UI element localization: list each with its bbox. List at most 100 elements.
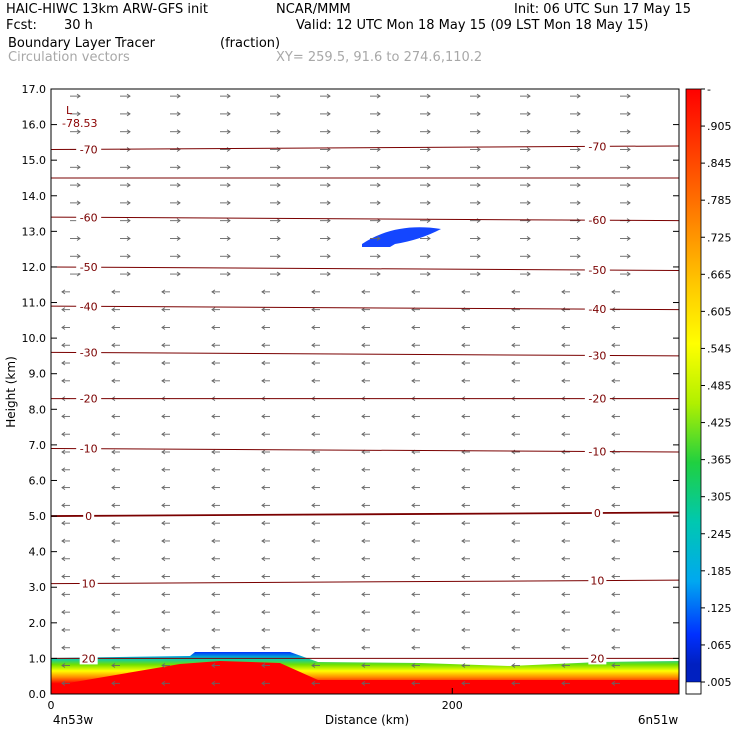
vector-head bbox=[111, 307, 116, 313]
contour-label: -10 bbox=[80, 443, 98, 456]
vector-head bbox=[461, 574, 466, 579]
y-tick-label: 6.0 bbox=[29, 474, 47, 487]
x-right-end-label: 6n51w bbox=[638, 713, 679, 727]
vector-head bbox=[526, 147, 531, 152]
vector-head bbox=[261, 503, 266, 508]
vector-head bbox=[61, 503, 66, 508]
vector-head bbox=[411, 342, 416, 348]
vector-head bbox=[561, 360, 566, 366]
vector-head bbox=[511, 325, 516, 330]
temperature-contour bbox=[51, 216, 679, 222]
vector-head bbox=[311, 609, 316, 615]
vector-head bbox=[511, 342, 516, 348]
vector-head bbox=[211, 307, 216, 313]
vector-head bbox=[461, 503, 466, 508]
vector-head bbox=[626, 253, 631, 259]
vector-head bbox=[311, 414, 316, 419]
vector-head bbox=[61, 325, 66, 330]
vector-head bbox=[626, 271, 631, 277]
contour-label-bg bbox=[584, 214, 610, 227]
vector-head bbox=[61, 467, 66, 473]
vector-head bbox=[561, 414, 566, 419]
x-tick-label: 200 bbox=[442, 699, 463, 712]
vector-head bbox=[311, 520, 316, 526]
vector-head bbox=[611, 520, 616, 526]
contour-label: -50 bbox=[80, 261, 98, 274]
vector-head bbox=[276, 93, 281, 99]
vector-head bbox=[361, 431, 366, 437]
vector-head bbox=[411, 503, 416, 508]
vector-head bbox=[111, 574, 116, 579]
vector-head bbox=[226, 111, 231, 117]
vector-head bbox=[126, 218, 131, 224]
vector-head bbox=[611, 627, 616, 633]
vector-head bbox=[611, 360, 616, 366]
vector-head bbox=[111, 325, 116, 330]
vector-head bbox=[111, 609, 116, 615]
vector-head bbox=[211, 378, 216, 384]
vector-head bbox=[311, 574, 316, 579]
x-tick-label: 0 bbox=[48, 699, 55, 712]
vector-head bbox=[211, 360, 216, 366]
vector-head bbox=[61, 627, 66, 633]
contour-label: -20 bbox=[80, 393, 98, 406]
vector-head bbox=[561, 307, 566, 313]
xy-range: XY= 259.5, 91.6 to 274.6,110.2 bbox=[276, 50, 483, 65]
vector-head bbox=[611, 663, 616, 668]
vector-head bbox=[461, 378, 466, 384]
vector-head bbox=[176, 129, 181, 135]
y-tick-label: 7.0 bbox=[29, 439, 47, 452]
vector-head bbox=[261, 360, 266, 366]
colorbar-label: .605 bbox=[707, 305, 732, 318]
colorbar-label: .485 bbox=[707, 380, 732, 393]
vector-head bbox=[161, 556, 166, 562]
vector-head bbox=[411, 485, 416, 490]
vector-head bbox=[161, 485, 166, 490]
vector-head bbox=[511, 378, 516, 384]
vector-head bbox=[276, 200, 281, 206]
vector-head bbox=[476, 200, 481, 206]
vector-head bbox=[126, 93, 131, 99]
vector-head bbox=[361, 591, 366, 597]
vector-head bbox=[76, 111, 81, 117]
y-tick-label: 13.0 bbox=[22, 225, 47, 238]
boundary-layer-core bbox=[51, 661, 679, 694]
vector-head bbox=[111, 627, 116, 633]
vector-head bbox=[511, 503, 516, 508]
vector-head bbox=[561, 645, 566, 651]
contour-label-bg bbox=[76, 143, 102, 156]
vector-head bbox=[376, 93, 381, 99]
y-axis-label: Height (km) bbox=[4, 356, 18, 427]
overlay-name: Circulation vectors bbox=[8, 50, 130, 65]
vector-head bbox=[561, 378, 566, 384]
vector-head bbox=[361, 556, 366, 562]
vector-head bbox=[261, 378, 266, 384]
vector-head bbox=[276, 218, 281, 224]
temperature-contour bbox=[51, 145, 679, 150]
vector-head bbox=[261, 627, 266, 633]
vector-head bbox=[611, 609, 616, 615]
vector-head bbox=[561, 325, 566, 330]
vector-head bbox=[411, 467, 416, 473]
vector-head bbox=[111, 538, 116, 544]
vector-head bbox=[261, 342, 266, 348]
vector-head bbox=[261, 414, 266, 419]
vector-head bbox=[161, 538, 166, 544]
vector-head bbox=[411, 431, 416, 437]
vector-head bbox=[226, 164, 231, 170]
vector-head bbox=[511, 467, 516, 473]
vector-head bbox=[411, 627, 416, 633]
vector-head bbox=[561, 574, 566, 579]
vector-head bbox=[61, 289, 66, 295]
vector-head bbox=[326, 93, 331, 99]
vector-head bbox=[361, 680, 366, 686]
vector-head bbox=[226, 129, 231, 135]
vector-head bbox=[261, 431, 266, 437]
vector-head bbox=[561, 663, 566, 668]
field-name: Boundary Layer Tracer bbox=[8, 36, 155, 51]
vector-head bbox=[476, 182, 481, 188]
vector-head bbox=[526, 182, 531, 188]
vector-head bbox=[576, 236, 581, 241]
vector-head bbox=[511, 414, 516, 419]
vector-head bbox=[561, 556, 566, 562]
